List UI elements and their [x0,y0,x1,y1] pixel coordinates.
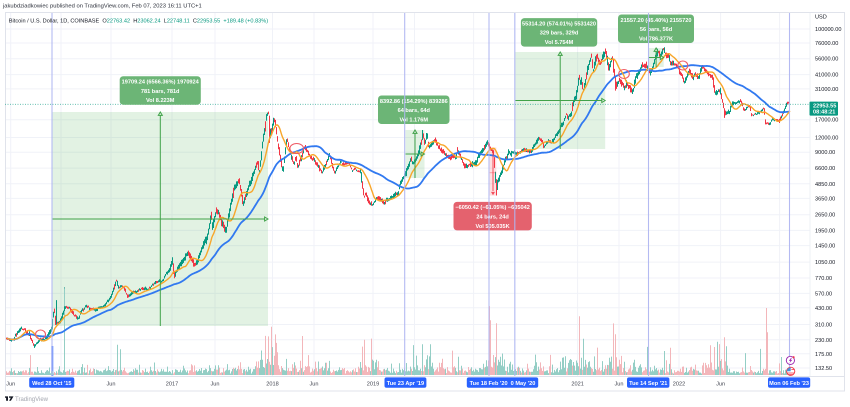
svg-text:Bitcoin / U.S. Dollar, 1D, COI: Bitcoin / U.S. Dollar, 1D, COINBASE O227… [9,18,268,24]
svg-text:Vol 786.377K: Vol 786.377K [639,36,673,42]
svg-text:329 bars, 329d: 329 bars, 329d [540,31,579,37]
svg-text:Jun: Jun [614,381,623,387]
svg-text:2017: 2017 [166,381,178,387]
svg-text:17000.00: 17000.00 [815,118,838,124]
svg-text:175.00: 175.00 [815,352,832,358]
svg-text:Vol 1.176M: Vol 1.176M [400,117,429,123]
svg-text:64 bars, 64d: 64 bars, 64d [398,108,431,114]
svg-text:Jun: Jun [106,381,115,387]
svg-text:Tue 23 Apr '19: Tue 23 Apr '19 [387,381,424,387]
svg-text:56000.00: 56000.00 [815,57,838,63]
svg-text:570.00: 570.00 [815,291,832,297]
svg-text:1050.00: 1050.00 [815,260,835,266]
svg-text:22953.55: 22953.55 [813,103,836,109]
svg-text:781 bars, 781d: 781 bars, 781d [141,89,180,95]
svg-text:1950.00: 1950.00 [815,228,835,234]
svg-text:3650.00: 3650.00 [815,196,835,202]
svg-text:8392.86 (154.29%) 839286: 8392.86 (154.29%) 839286 [380,99,448,105]
svg-text:2650.00: 2650.00 [815,213,835,219]
svg-text:Wed 28 Oct '15: Wed 28 Oct '15 [32,381,71,387]
svg-text:2021: 2021 [571,381,583,387]
svg-text:19709.24 (6566.36%) 1970924: 19709.24 (6566.36%) 1970924 [122,80,200,86]
svg-text:1450.00: 1450.00 [815,244,835,250]
svg-text:Vol 8.223M: Vol 8.223M [146,98,175,104]
svg-text:9000.00: 9000.00 [815,150,835,156]
svg-text:08:48:21: 08:48:21 [813,110,835,116]
svg-text:56 bars, 56d: 56 bars, 56d [640,27,673,33]
svg-text:Mon 06 Feb '23: Mon 06 Feb '23 [769,381,809,387]
svg-text:TradingView: TradingView [15,397,49,403]
svg-text:Jun: Jun [309,381,318,387]
svg-text:132.50: 132.50 [815,366,832,372]
svg-text:770.00: 770.00 [815,276,832,282]
svg-text:76000.00: 76000.00 [815,41,838,47]
svg-text:Vol 505.035K: Vol 505.035K [476,224,510,230]
svg-text:Jun: Jun [210,381,219,387]
svg-text:jakubdziadkowiec published on: jakubdziadkowiec published on TradingVie… [2,4,202,10]
svg-text:41000.00: 41000.00 [815,73,838,79]
svg-text:230.00: 230.00 [815,338,832,344]
svg-text:6600.00: 6600.00 [815,166,835,172]
svg-text:Jun: Jun [6,381,15,387]
svg-text:21557.20 (45.40%) 2155720: 21557.20 (45.40%) 2155720 [621,18,692,24]
svg-text:2018: 2018 [266,381,278,387]
svg-text:4850.00: 4850.00 [815,182,835,188]
svg-text:2019: 2019 [367,381,379,387]
svg-text:Tue 18 Feb '20 0 May '20: Tue 18 Feb '20 0 May '20 [470,381,536,387]
svg-text:USD: USD [815,15,827,21]
svg-text:2022: 2022 [673,381,685,387]
svg-text:55314.20 (574.01%) 5531420: 55314.20 (574.01%) 5531420 [522,21,596,27]
svg-text:430.00: 430.00 [815,306,832,312]
svg-text:Vol 5.754M: Vol 5.754M [545,40,574,46]
svg-text:−6050.42 (−61.05%) −605042: −6050.42 (−61.05%) −605042 [455,205,530,211]
svg-text:24 bars, 24d: 24 bars, 24d [476,215,509,221]
svg-text:Tue 14 Sep '21: Tue 14 Sep '21 [629,381,667,387]
svg-text:310.00: 310.00 [815,323,832,329]
svg-text:12000.00: 12000.00 [815,136,838,142]
svg-text:Jun: Jun [716,381,725,387]
svg-text:31000.00: 31000.00 [815,87,838,93]
svg-text:100000.00: 100000.00 [815,27,841,33]
